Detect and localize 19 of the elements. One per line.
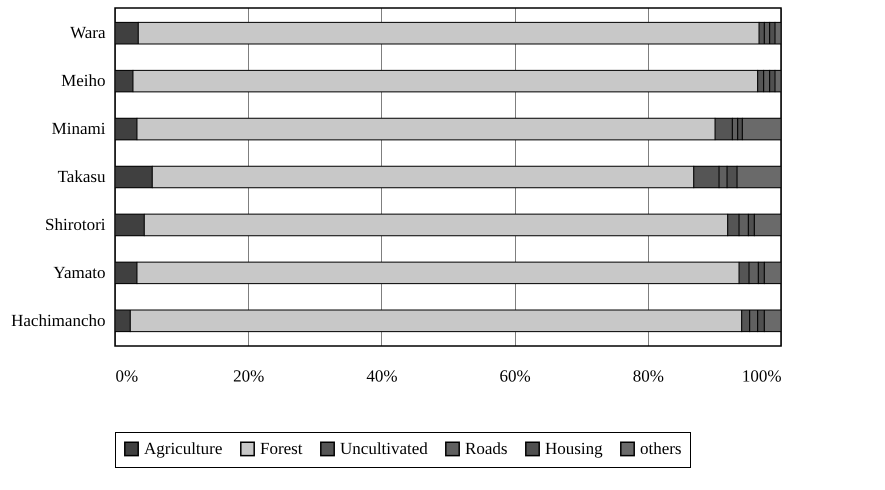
x-tick-label: 40% (366, 366, 398, 386)
y-tick-label: Hachimancho (11, 310, 106, 330)
legend-label: others (640, 438, 682, 458)
legend-label: Housing (545, 438, 604, 458)
y-tick-label: Takasu (58, 167, 106, 186)
y-tick-label: Yamato (53, 262, 106, 282)
y-tick-label: Meiho (61, 71, 106, 90)
y-tick-label: Shirotori (45, 214, 106, 234)
x-tick-label: 20% (233, 366, 264, 386)
legend-label: Uncultivated (340, 438, 428, 458)
x-tick-label: 0% (116, 366, 138, 386)
legend-label: Forest (260, 438, 303, 458)
y-tick-label: Wara (70, 23, 106, 42)
legend-label: Agriculture (144, 438, 222, 458)
legend-label: Roads (465, 438, 508, 458)
y-tick-label: Minami (52, 119, 106, 138)
x-tick-label: 60% (500, 366, 531, 386)
x-tick-label: 80% (632, 366, 664, 386)
x-tick-label: 100% (742, 366, 782, 386)
